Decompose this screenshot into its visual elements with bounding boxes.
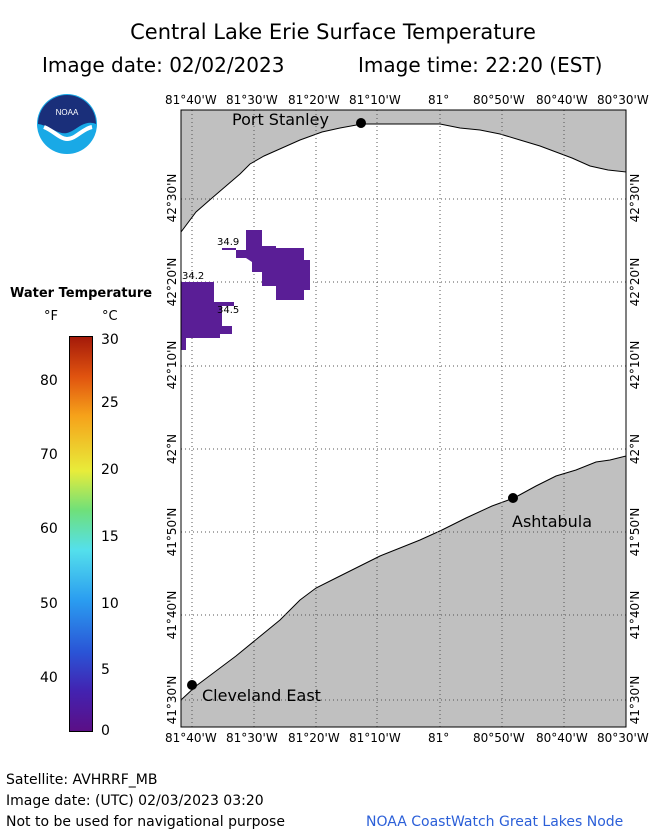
latitude-tick-right: 42°30'N [628, 173, 642, 223]
longitude-tick-top: 81° [428, 93, 450, 107]
longitude-tick-bottom: 80°30'W [597, 731, 649, 745]
legend-c-tick: 20 [101, 462, 119, 478]
footer-satellite: Satellite: AVHRRF_MB [6, 772, 158, 788]
temperature-label: 34.2 [182, 271, 205, 282]
temperature-colorbar [69, 336, 93, 732]
city-marker-cleveland-east [187, 680, 197, 690]
latitude-tick-right: 41°40'N [628, 590, 642, 640]
legend-c-tick: 10 [101, 596, 119, 612]
footer-credit: NOAA CoastWatch Great Lakes Node [366, 814, 624, 830]
south-shore-land [180, 455, 627, 728]
longitude-tick-top: 80°40'W [536, 93, 588, 107]
latitude-tick-right: 42°N [628, 433, 642, 465]
footer-disclaimer: Not to be used for navigational purpose [6, 814, 285, 830]
longitude-tick-top: 80°30'W [597, 93, 649, 107]
city-marker-port-stanley [356, 118, 366, 128]
north-shore-land [180, 109, 627, 234]
temperature-label: 34.5 [217, 305, 240, 316]
latitude-tick-right: 42°10'N [628, 340, 642, 390]
noaa-logo-icon: NOAA [36, 93, 98, 159]
legend-c-tick: 25 [101, 395, 119, 411]
footer-utc-date: Image date: (UTC) 02/03/2023 03:20 [6, 793, 264, 809]
legend-c-tick: 15 [101, 529, 119, 545]
city-label-port-stanley: Port Stanley [232, 110, 329, 129]
temperature-patch-west [181, 282, 234, 350]
longitude-tick-bottom: 81°10'W [349, 731, 401, 745]
latitude-tick-left: 42°10'N [165, 340, 179, 390]
legend-c-tick: 5 [101, 662, 110, 678]
latitude-tick-left: 42°N [165, 433, 179, 465]
map-frame [180, 109, 627, 728]
legend-c-tick: 30 [101, 332, 119, 348]
noaa-logo-text: NOAA [56, 108, 79, 117]
image-time: Image time: 22:20 (EST) [358, 53, 603, 77]
legend-f-tick: 40 [40, 670, 58, 686]
legend-c-tick: 0 [101, 723, 110, 739]
longitude-tick-bottom: 81°30'W [226, 731, 278, 745]
map-title: Central Lake Erie Surface Temperature [130, 20, 536, 44]
longitude-tick-top: 81°20'W [288, 93, 340, 107]
latitude-tick-left: 41°40'N [165, 590, 179, 640]
image-date: Image date: 02/02/2023 [42, 53, 285, 77]
latitude-tick-right: 41°30'N [628, 675, 642, 725]
city-marker-ashtabula [508, 493, 518, 503]
legend-f-tick: 70 [40, 447, 58, 463]
latitude-tick-left: 41°50'N [165, 507, 179, 557]
longitude-tick-top: 80°50'W [473, 93, 525, 107]
legend-f-tick: 80 [40, 373, 58, 389]
temperature-data-pixels [181, 230, 310, 350]
map-graticule [181, 110, 626, 727]
temperature-patch-east [222, 230, 310, 300]
temperature-label: 34.9 [217, 237, 240, 248]
latitude-tick-left: 42°20'N [165, 257, 179, 307]
latitude-tick-right: 42°20'N [628, 257, 642, 307]
longitude-tick-top: 81°30'W [226, 93, 278, 107]
legend-title: Water Temperature [10, 286, 153, 301]
longitude-tick-bottom: 81°20'W [288, 731, 340, 745]
legend-f-tick: 50 [40, 596, 58, 612]
legend-unit-c: °C [102, 309, 118, 324]
longitude-tick-bottom: 80°40'W [536, 731, 588, 745]
legend-f-tick: 60 [40, 521, 58, 537]
latitude-tick-right: 41°50'N [628, 507, 642, 557]
longitude-tick-bottom: 81° [428, 731, 450, 745]
city-label-ashtabula: Ashtabula [512, 512, 593, 531]
longitude-tick-top: 81°10'W [349, 93, 401, 107]
latitude-tick-left: 41°30'N [165, 675, 179, 725]
longitude-tick-bottom: 80°50'W [473, 731, 525, 745]
latitude-tick-left: 42°30'N [165, 173, 179, 223]
longitude-tick-bottom: 81°40'W [165, 731, 217, 745]
longitude-tick-top: 81°40'W [165, 93, 217, 107]
city-label-cleveland-east: Cleveland East [202, 686, 321, 705]
legend-unit-f: °F [44, 309, 58, 324]
